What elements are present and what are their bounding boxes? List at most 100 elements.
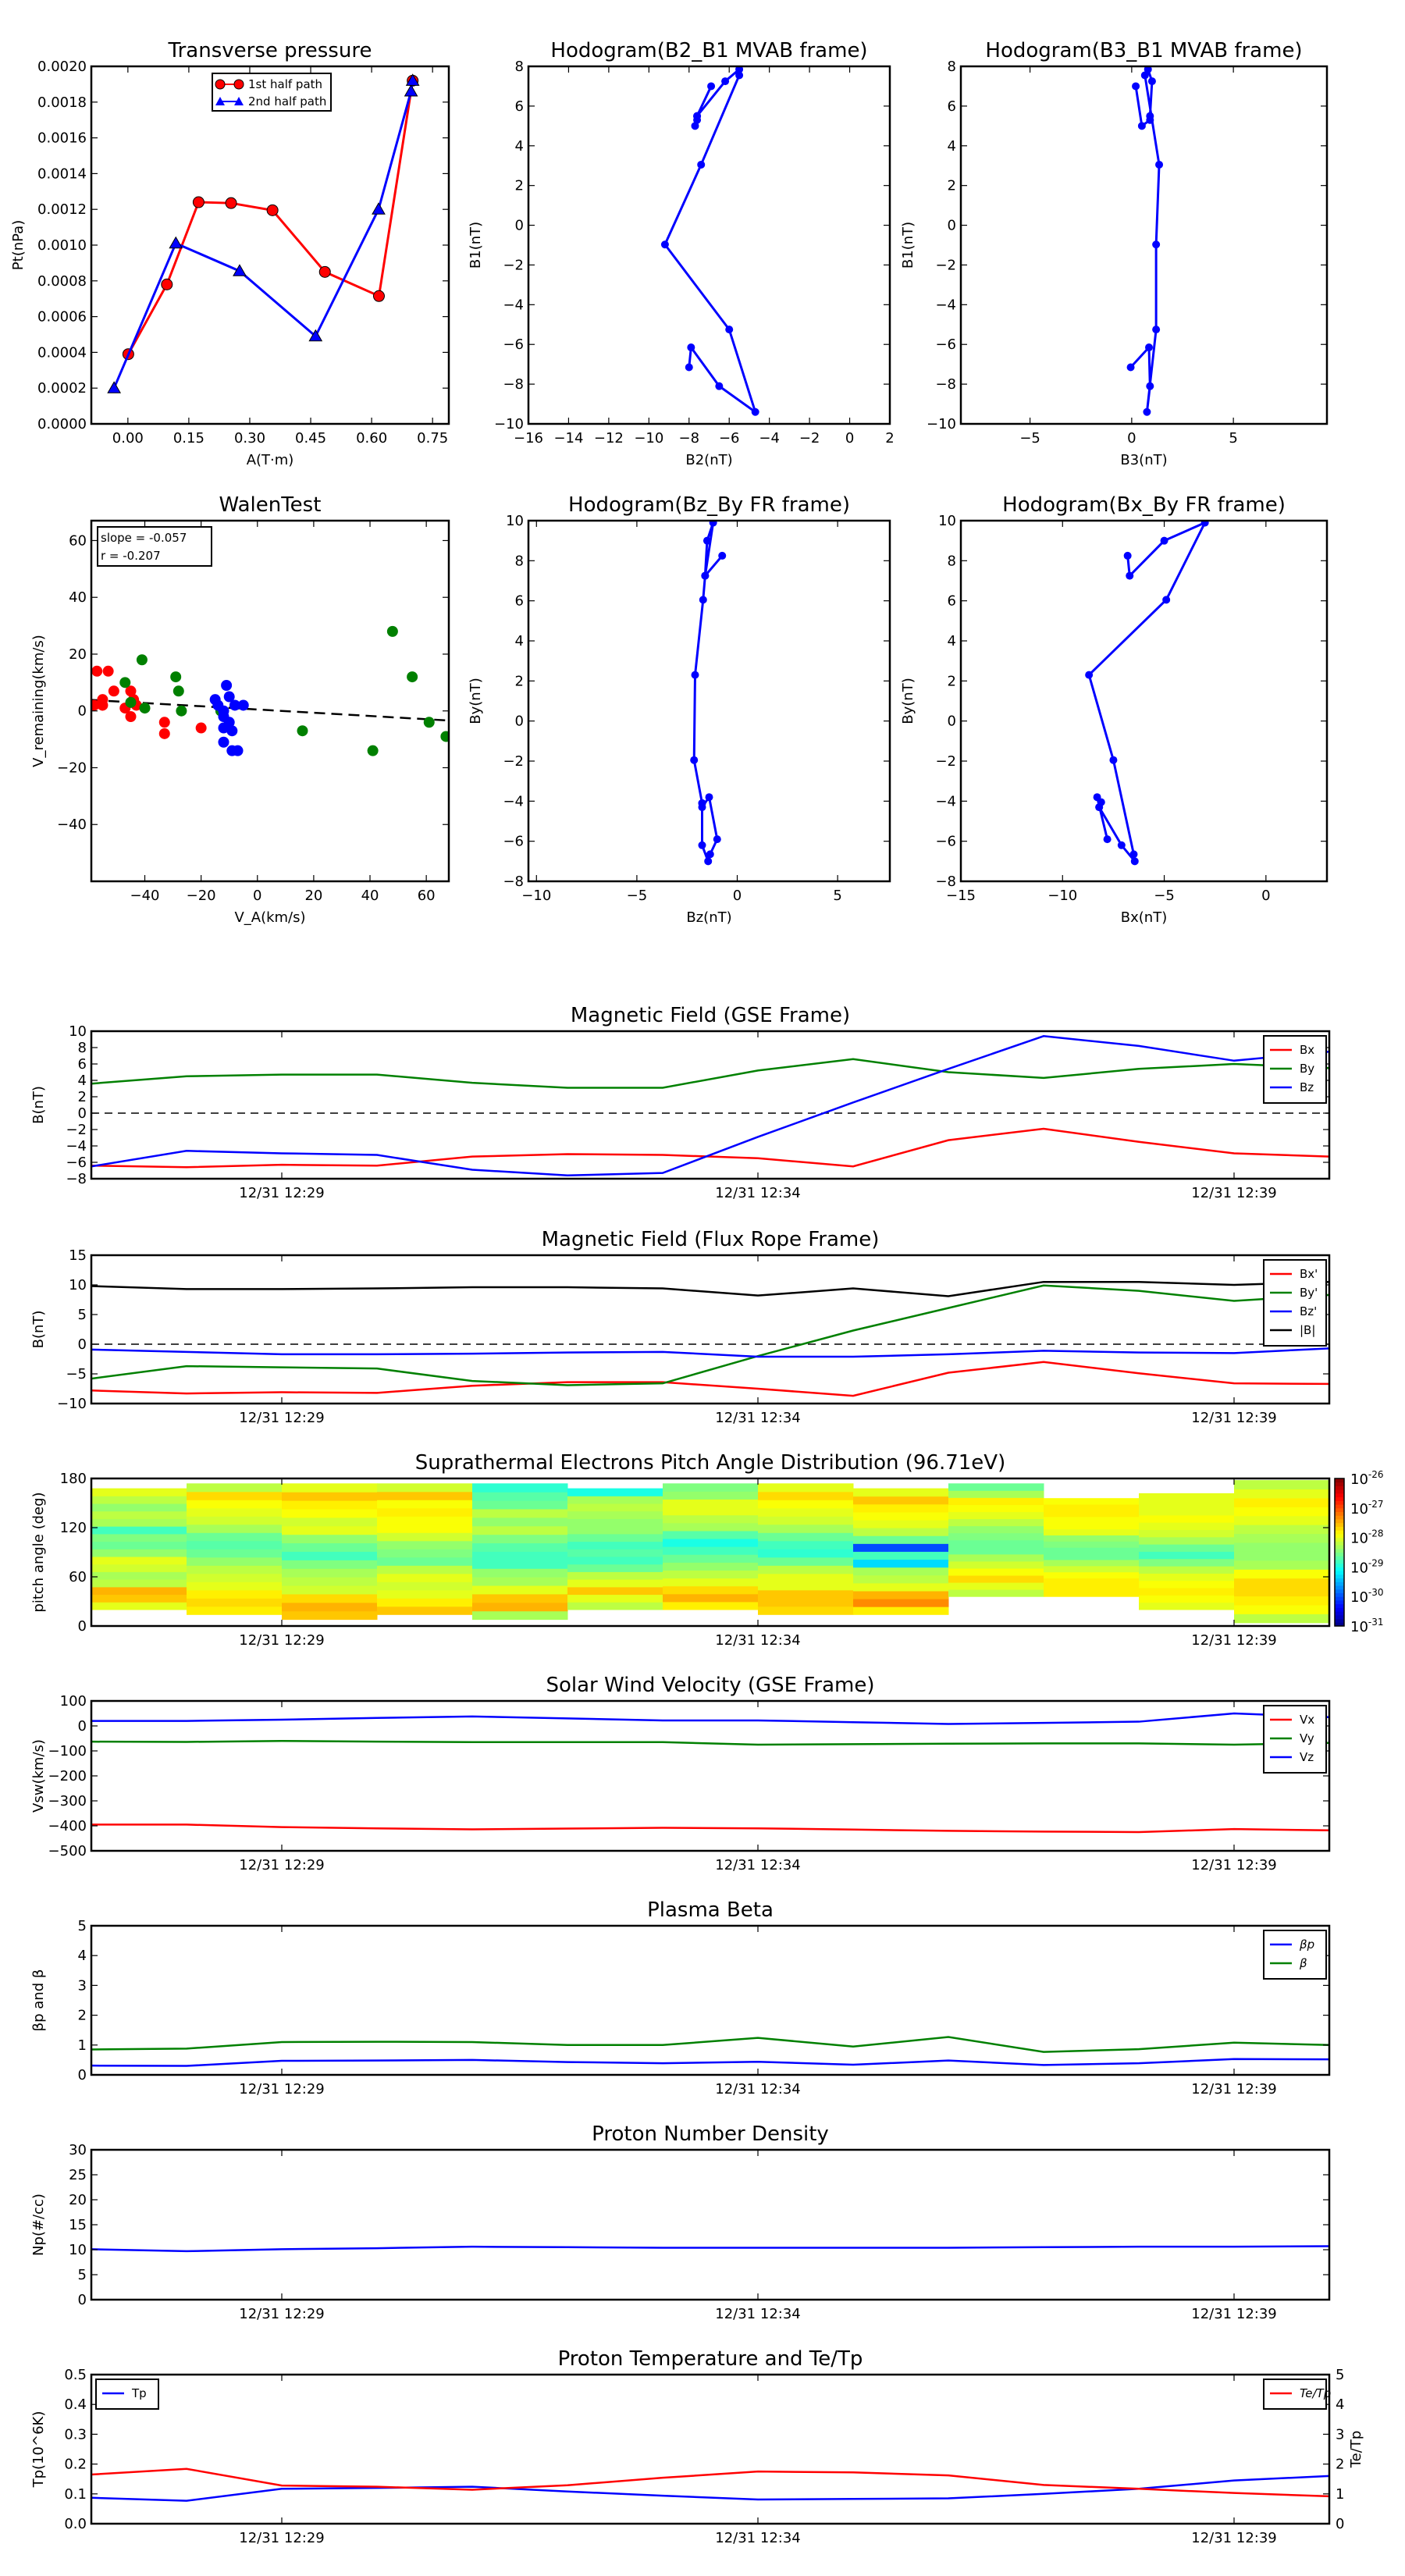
heatmap-cell (758, 1598, 854, 1607)
y-tick-label: −6 (503, 336, 524, 353)
y-tick-label: 2 (948, 673, 956, 689)
exponent: -29 (1368, 1557, 1384, 1568)
heatmap-cell (663, 1539, 759, 1547)
heatmap-cell (1139, 1566, 1235, 1574)
data-point (706, 850, 714, 859)
x-tick-label: 12/31 12:39 (1191, 1185, 1276, 1201)
heatmap-cell (472, 1560, 568, 1569)
heatmap-cell (1139, 1602, 1235, 1610)
data-point (718, 551, 727, 560)
data-point (119, 677, 131, 688)
chart-title: Magnetic Field (Flux Rope Frame) (542, 1228, 880, 1251)
slope-text: slope = -0.057 (101, 531, 187, 545)
data-point (173, 685, 184, 697)
y-axis-label: B1(nT) (900, 222, 916, 269)
heatmap-cell (377, 1589, 473, 1599)
x-axis-label: B3(nT) (1120, 452, 1167, 468)
plot-area (91, 1280, 1329, 1397)
y-tick-label: 20 (69, 2192, 87, 2208)
y-tick-label: −8 (503, 873, 524, 890)
plot-area (1085, 521, 1209, 866)
data-point (1144, 66, 1152, 73)
annotation-box (97, 526, 212, 567)
data-point (751, 407, 759, 416)
y-tick-label: 4 (515, 138, 524, 155)
heatmap-cell (1139, 1522, 1235, 1530)
heatmap-cell (663, 1562, 759, 1571)
heatmap-cell (1044, 1541, 1140, 1548)
series-line-Bx_By (1087, 521, 1208, 866)
heatmap-cell (1139, 1588, 1235, 1596)
heatmap-cell (948, 1525, 1044, 1534)
legend-label: By' (1300, 1286, 1318, 1300)
colorbar-tick-label: 10-29 (1350, 1557, 1384, 1576)
data-point (226, 725, 238, 737)
data-point (690, 756, 699, 764)
data-point (232, 745, 244, 756)
y-tick-label: −10 (927, 416, 956, 432)
y-right-tick-label: 2 (1336, 2457, 1344, 2473)
y-tick-label: 0.0006 (37, 309, 87, 326)
series-line-Vx (91, 1823, 1329, 1834)
data-point (725, 326, 734, 334)
plot-area (1126, 66, 1164, 416)
y-axis-label: B(nT) (30, 1311, 47, 1349)
data-point (697, 160, 706, 169)
heatmap-cell (91, 1602, 187, 1610)
y-tick-label: −4 (66, 1138, 87, 1155)
y-tick-label: 0 (948, 713, 956, 730)
y-tick-label: 0.2 (64, 2457, 87, 2473)
heatmap-cell (1139, 1507, 1235, 1516)
plot-frame (527, 519, 891, 883)
heatmap-cell (91, 1571, 187, 1580)
y-tick-label: 0.0014 (37, 165, 87, 182)
colorbar-segment (1335, 1603, 1344, 1608)
plot-area (91, 2467, 1329, 2502)
heatmap-cell (377, 1491, 473, 1500)
plot-area (91, 2245, 1329, 2253)
heatmap-cell (187, 1507, 283, 1517)
data-point (713, 835, 721, 844)
legend-label: |B| (1300, 1323, 1315, 1337)
y-tick-label: 0 (78, 2292, 87, 2308)
data-point (139, 703, 151, 714)
heatmap-cell (187, 1483, 283, 1493)
heatmap-cell (282, 1525, 378, 1535)
heatmap-cell (663, 1514, 759, 1524)
heatmap-cell (91, 1586, 187, 1596)
heatmap-cell (91, 1496, 187, 1504)
data-point (233, 264, 247, 276)
heatmap-cell (91, 1510, 187, 1519)
colorbar-segment (1335, 1496, 1344, 1501)
data-point (297, 725, 308, 737)
heatmap-cell (948, 1589, 1044, 1597)
x-tick-label: 12/31 12:34 (715, 1185, 800, 1201)
heatmap-cell (1234, 1578, 1330, 1588)
chart-title: WalenTest (219, 493, 322, 517)
legend-label: 1st half path (248, 77, 322, 91)
y-tick-label: 0.0020 (37, 59, 87, 75)
plot-frame (90, 1477, 1331, 1628)
y-right-tick-label: 4 (1336, 2396, 1344, 2413)
x-tick-label: 12/31 12:34 (715, 2530, 800, 2546)
heatmap-cell (567, 1557, 663, 1565)
heatmap-cell (567, 1571, 663, 1580)
y-tick-label: −2 (935, 257, 956, 273)
heatmap-cell (187, 1598, 283, 1607)
data-point (125, 711, 137, 723)
x-tick-label: 12/31 12:29 (239, 2306, 324, 2322)
series-line--p (91, 2058, 1329, 2067)
heatmap-cell (1234, 1542, 1330, 1552)
heatmap-cell (1044, 1535, 1140, 1542)
r-text: r = -0.207 (101, 549, 161, 563)
legend-marker (215, 79, 226, 90)
data-point (1126, 363, 1135, 372)
data-point (407, 671, 418, 683)
heatmap-cell (1234, 1515, 1330, 1525)
heatmap-cell (377, 1483, 473, 1493)
heatmap-cell (758, 1557, 854, 1566)
y-tick-label: 6 (948, 593, 956, 610)
legend-top-right: Vx Vy Vz (1263, 1705, 1327, 1774)
chart-title: Hodogram(B3_B1 MVAB frame) (985, 39, 1302, 62)
heatmap-cell (187, 1606, 283, 1615)
